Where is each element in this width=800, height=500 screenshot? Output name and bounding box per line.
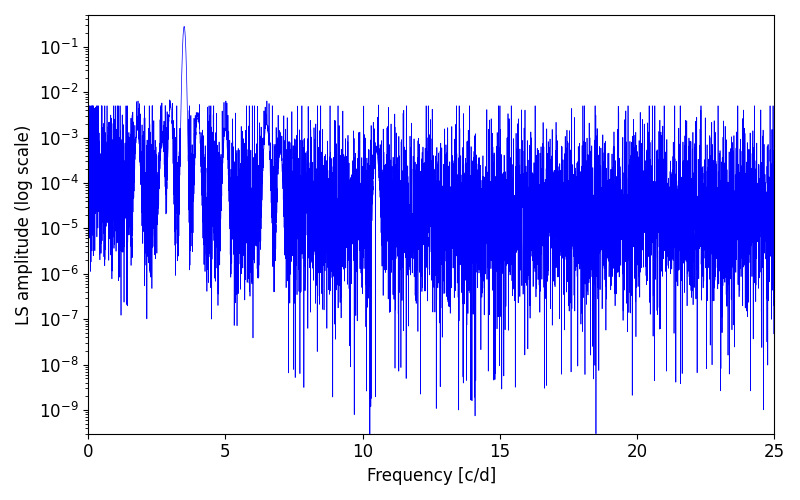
X-axis label: Frequency [c/d]: Frequency [c/d] [366,467,496,485]
Y-axis label: LS amplitude (log scale): LS amplitude (log scale) [15,124,33,324]
